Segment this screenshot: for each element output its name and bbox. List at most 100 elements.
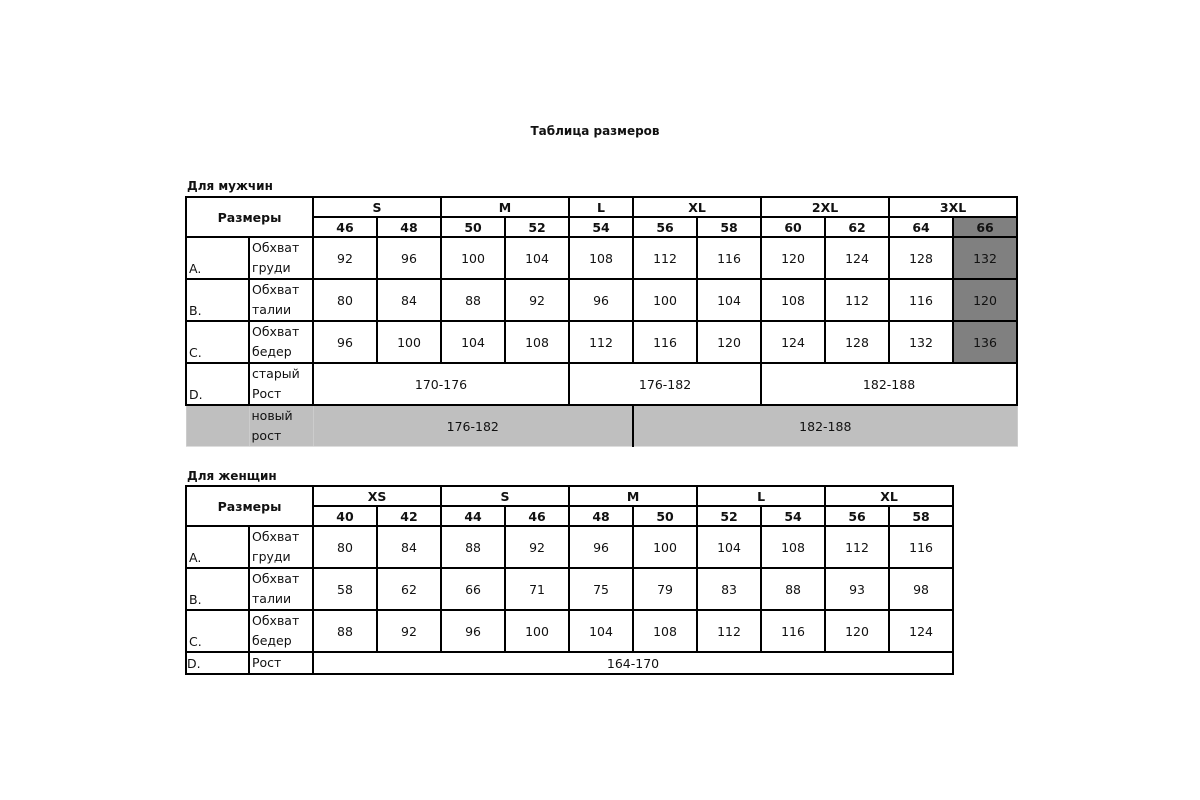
- measurement-value: 88: [312, 609, 378, 653]
- measurement-name: Обхват груди: [248, 525, 314, 569]
- measurement-value: 116: [696, 236, 763, 280]
- size-number: 62: [824, 216, 891, 238]
- height-row: D. старый Рост 170-176 176-182 182-188: [185, 362, 1019, 406]
- measurement-value: 84: [375, 525, 443, 569]
- measurement-value: 96: [568, 525, 635, 569]
- size-group-header: 3XL: [888, 196, 1019, 218]
- measurement-name: Обхват бедер: [248, 320, 314, 364]
- measurement-value: 108: [568, 236, 635, 280]
- size-number: 50: [440, 216, 507, 238]
- measurement-value: 96: [375, 236, 443, 280]
- measurement-name: Обхват бедер: [248, 609, 314, 653]
- women-size-table: Размеры XS S M L XL 40 42 44 46 48 50 52 54 56 58 A. Обхв…: [185, 485, 955, 675]
- measurement-name: Обхват талии: [248, 278, 314, 322]
- measurement-value: 120: [696, 320, 763, 364]
- measurement-value: 116: [888, 525, 955, 569]
- page-title: Таблица размеров: [530, 124, 660, 138]
- measurement-value: 79: [632, 567, 699, 611]
- size-group-header: L: [696, 485, 827, 507]
- women-heading: Для женщин: [187, 469, 277, 483]
- measurement-value: 108: [504, 320, 571, 364]
- measurement-value: 104: [440, 320, 507, 364]
- measurement-value: 124: [824, 236, 891, 280]
- measurement-value: 108: [632, 609, 699, 653]
- size-number: 52: [696, 505, 763, 527]
- measurement-name: новый рост: [248, 404, 314, 447]
- row-letter: D.: [185, 362, 250, 406]
- size-group-header: XL: [632, 196, 763, 218]
- height-row: D. Рост 164-170: [185, 651, 955, 675]
- measurement-value: 124: [760, 320, 827, 364]
- size-number: 54: [568, 216, 635, 238]
- measurement-value: 104: [696, 278, 763, 322]
- measurement-value: 120: [760, 236, 827, 280]
- measurement-value: 84: [375, 278, 443, 322]
- height-range: 182-188: [632, 404, 1018, 447]
- measurement-value: 112: [632, 236, 699, 280]
- size-number: 48: [568, 505, 635, 527]
- measurement-value: 100: [632, 278, 699, 322]
- measurement-value: 75: [568, 567, 635, 611]
- size-number: 66: [952, 216, 1019, 238]
- measurement-value: 80: [312, 278, 378, 322]
- measurement-name: Рост: [248, 651, 314, 675]
- size-number: 40: [312, 505, 378, 527]
- measurement-value: 104: [504, 236, 571, 280]
- row-letter: [185, 404, 250, 447]
- measurement-value: 108: [760, 278, 827, 322]
- size-number: 50: [632, 505, 699, 527]
- size-group-header: XS: [311, 485, 443, 507]
- men-heading: Для мужчин: [187, 179, 273, 193]
- row-letter: C.: [185, 320, 250, 364]
- measurement-value: 88: [440, 525, 507, 569]
- row-letter: A.: [185, 236, 250, 280]
- measurement-value: 112: [824, 525, 891, 569]
- measurement-value: 92: [375, 609, 443, 653]
- measurement-value: 112: [568, 320, 635, 364]
- measurement-value: 66: [440, 567, 507, 611]
- measurement-value: 92: [504, 525, 571, 569]
- measurement-value: 96: [568, 278, 635, 322]
- measurement-value: 120: [952, 278, 1019, 322]
- size-number: 46: [312, 216, 378, 238]
- measurement-value: 112: [696, 609, 763, 653]
- measurement-value: 132: [952, 236, 1019, 280]
- measurement-value: 100: [440, 236, 507, 280]
- sizes-label: Размеры: [185, 196, 314, 238]
- row-letter: D.: [185, 651, 250, 675]
- size-number: 58: [696, 216, 763, 238]
- measurement-value: 124: [888, 609, 955, 653]
- table-row: C. Обхват бедер 96 100 104 108 112 116 120 124 128…: [185, 320, 1019, 364]
- measurement-value: 92: [504, 278, 571, 322]
- height-row: новый рост 176-182 182-188: [185, 404, 1018, 447]
- size-group-header: XL: [824, 485, 955, 507]
- size-number: 46: [504, 505, 571, 527]
- measurement-value: 92: [312, 236, 378, 280]
- measurement-value: 104: [568, 609, 635, 653]
- row-letter: C.: [185, 609, 250, 653]
- measurement-value: 62: [375, 567, 443, 611]
- size-number: 60: [760, 216, 827, 238]
- size-number: 48: [375, 216, 443, 238]
- size-group-header: M: [568, 485, 699, 507]
- measurement-value: 120: [824, 609, 891, 653]
- measurement-value: 100: [375, 320, 443, 364]
- size-group-header: L: [568, 196, 635, 218]
- size-number: 64: [888, 216, 955, 238]
- measurement-value: 88: [760, 567, 827, 611]
- measurement-value: 96: [312, 320, 378, 364]
- men-size-table: Размеры S M L XL 2XL 3XL 46 48 50 52 54 56 58 60 62 64 66…: [185, 196, 1019, 447]
- size-number: 58: [888, 505, 955, 527]
- height-range: 182-188: [760, 362, 1019, 406]
- measurement-value: 112: [824, 278, 891, 322]
- size-group-header: 2XL: [760, 196, 891, 218]
- table-row: B. Обхват талии 58 62 66 71 75 79 83 88 93 98: [185, 567, 955, 611]
- measurement-value: 104: [696, 525, 763, 569]
- measurement-value: 132: [888, 320, 955, 364]
- row-letter: B.: [185, 278, 250, 322]
- height-range: 170-176: [311, 362, 571, 406]
- measurement-value: 98: [888, 567, 955, 611]
- measurement-value: 116: [760, 609, 827, 653]
- height-range: 176-182: [312, 404, 634, 447]
- measurement-value: 83: [696, 567, 763, 611]
